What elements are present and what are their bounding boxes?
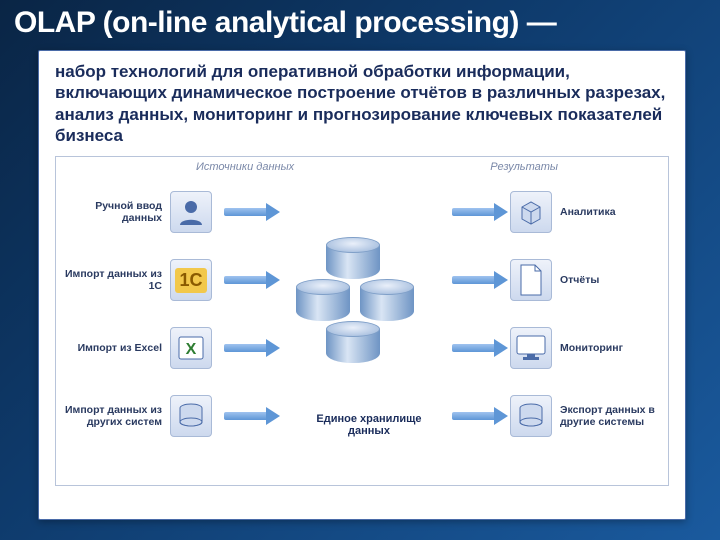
svg-text:X: X [186, 341, 197, 358]
warehouse-cylinder-icon [326, 321, 380, 369]
result-label: Аналитика [560, 206, 660, 218]
content-panel: набор технологий для оперативной обработ… [38, 50, 686, 520]
source-row: Импорт данных из 1С 1С [62, 259, 212, 301]
source-label: Импорт из Excel [62, 342, 162, 354]
header-results: Результаты [490, 161, 558, 173]
result-row: Аналитика [510, 191, 660, 233]
description-text: набор технологий для оперативной обработ… [39, 51, 685, 152]
result-label: Экспорт данных в другие системы [560, 404, 660, 428]
source-row: Импорт данных из других систем [62, 395, 212, 437]
doc-icon [510, 259, 552, 301]
db-icon [510, 395, 552, 437]
monitor-icon [510, 327, 552, 369]
arrow-right-icon [224, 341, 280, 355]
result-label: Мониторинг [560, 342, 660, 354]
warehouse-cylinder-icon [360, 279, 414, 327]
arrow-right-icon [452, 273, 508, 287]
source-label: Импорт данных из других систем [62, 404, 162, 428]
source-label: Импорт данных из 1С [62, 268, 162, 292]
source-label: Ручной ввод данных [62, 200, 162, 224]
result-row: Мониторинг [510, 327, 660, 369]
arrow-right-icon [224, 273, 280, 287]
result-label: Отчёты [560, 274, 660, 286]
arrow-right-icon [224, 205, 280, 219]
warehouse-cylinder-icon [296, 279, 350, 327]
arrow-right-icon [452, 205, 508, 219]
page-title: OLAP (on-line analytical processing) — [0, 0, 720, 42]
1c-icon: 1С [170, 259, 212, 301]
result-row: Отчёты [510, 259, 660, 301]
user-icon [170, 191, 212, 233]
arrow-right-icon [452, 341, 508, 355]
result-row: Экспорт данных в другие системы [510, 395, 660, 437]
source-row: Ручной ввод данных [62, 191, 212, 233]
cube-icon [510, 191, 552, 233]
arrow-right-icon [452, 409, 508, 423]
olap-diagram: Источники данных Результаты Ручной ввод … [55, 156, 669, 486]
source-row: Импорт из Excel X [62, 327, 212, 369]
warehouse-cylinder-icon [326, 237, 380, 285]
center-caption: Единое хранилище данных [299, 413, 439, 437]
excel-icon: X [170, 327, 212, 369]
arrow-right-icon [224, 409, 280, 423]
db-icon [170, 395, 212, 437]
header-sources: Источники данных [196, 161, 294, 173]
